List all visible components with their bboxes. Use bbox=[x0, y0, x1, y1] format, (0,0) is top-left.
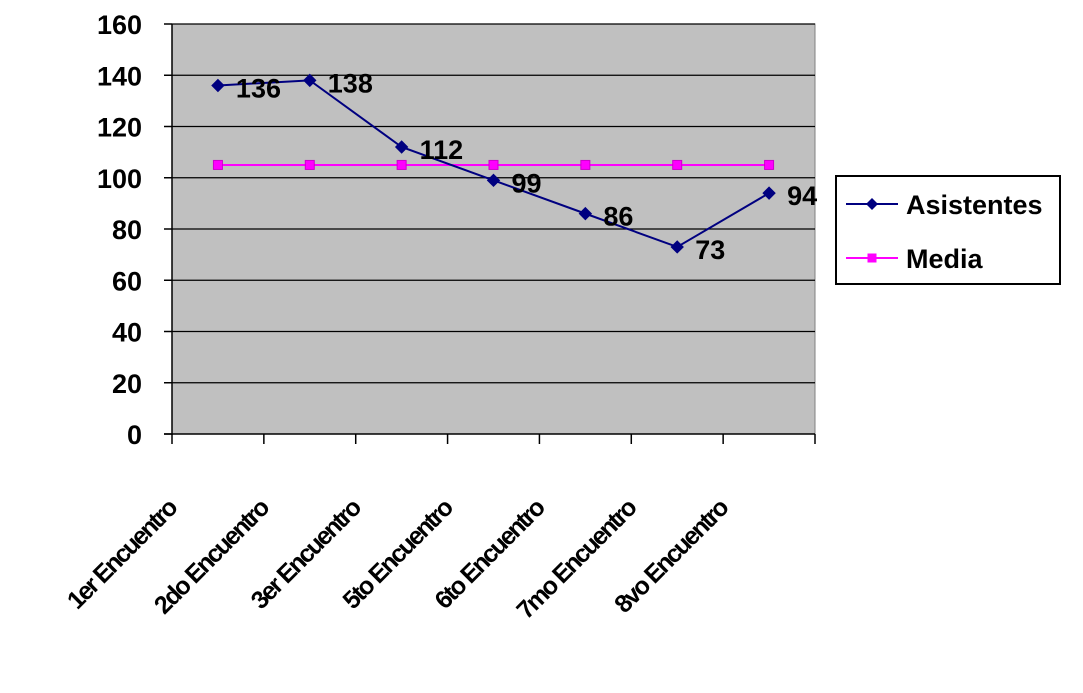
marker-asistentes bbox=[578, 206, 593, 221]
marker-asistentes bbox=[303, 73, 317, 88]
marker-media bbox=[580, 159, 591, 170]
data-labels: 136 138 112 99 86 73 94 bbox=[236, 68, 817, 265]
marker-media bbox=[396, 159, 407, 170]
marker-media bbox=[304, 159, 315, 170]
marker-asistentes bbox=[670, 240, 684, 254]
legend-marker-media bbox=[867, 253, 877, 263]
marker-media bbox=[488, 159, 499, 170]
y-tick-label: 120 bbox=[97, 113, 142, 143]
marker-asistentes bbox=[394, 140, 409, 154]
data-label: 136 bbox=[236, 74, 281, 104]
marker-asistentes bbox=[486, 173, 501, 188]
y-tick-label: 20 bbox=[112, 369, 142, 399]
data-label: 73 bbox=[695, 235, 725, 265]
y-tick-label: 140 bbox=[97, 61, 142, 91]
marker-media bbox=[672, 159, 683, 170]
marker-media bbox=[764, 159, 775, 170]
data-label: 86 bbox=[603, 202, 633, 232]
legend: Asistentes Media bbox=[835, 175, 1061, 285]
y-tick-label: 160 bbox=[97, 10, 142, 40]
y-tick-label: 40 bbox=[112, 318, 142, 348]
legend-label-asistentes: Asistentes bbox=[906, 190, 1043, 220]
legend-label-media: Media bbox=[906, 244, 984, 274]
legend-box bbox=[835, 175, 1061, 285]
data-label: 99 bbox=[512, 168, 542, 198]
data-label: 94 bbox=[787, 181, 817, 211]
data-label: 138 bbox=[328, 68, 373, 98]
y-tick-label: 0 bbox=[127, 420, 142, 450]
y-axis-ticks: 0 20 40 60 80 100 120 140 160 bbox=[97, 10, 172, 450]
marker-asistentes bbox=[762, 186, 776, 200]
legend-marker-asistentes bbox=[866, 198, 878, 210]
marker-asistentes bbox=[211, 78, 225, 93]
data-label: 112 bbox=[420, 135, 464, 165]
y-tick-label: 80 bbox=[112, 215, 142, 245]
marker-media bbox=[212, 159, 223, 170]
series-layer bbox=[211, 73, 776, 254]
y-tick-label: 60 bbox=[112, 266, 142, 296]
y-tick-label: 100 bbox=[97, 164, 142, 194]
